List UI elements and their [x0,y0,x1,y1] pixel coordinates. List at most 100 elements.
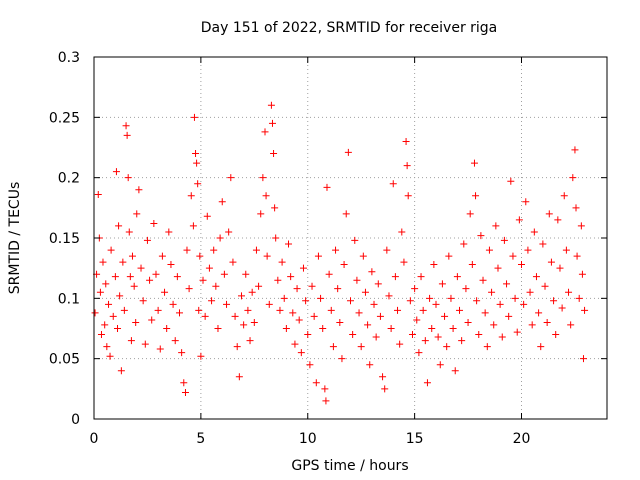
data-point [271,204,279,212]
data-point [229,258,237,266]
data-point [133,210,141,218]
data-point [526,288,534,296]
data-point [492,222,500,230]
data-point [299,264,307,272]
data-point [103,343,111,351]
data-point [349,331,357,339]
data-point [214,325,222,332]
data-point [524,246,532,254]
data-point [503,280,511,288]
data-point [456,306,464,314]
data-point [165,228,173,236]
data-point [223,300,231,308]
data-point [308,282,316,290]
data-point [319,325,327,332]
data-point [565,288,573,296]
data-point [293,285,301,293]
chart-title: Day 151 of 2022, SRMTID for receiver rig… [201,20,498,36]
data-point [304,331,312,339]
data-point [195,306,203,314]
data-point [306,361,314,369]
data-point [285,240,293,248]
data-point [128,252,136,260]
data-point [203,212,211,220]
data-point [368,268,376,276]
data-point [263,252,271,260]
data-point [150,220,158,228]
data-point [539,240,547,248]
data-point [250,318,258,326]
data-point [428,325,436,332]
data-point [353,276,361,284]
data-point [252,246,260,254]
data-point [396,340,404,348]
data-point [445,252,453,260]
data-point [385,292,393,300]
data-point [197,352,205,360]
data-point [302,297,310,305]
data-point [262,192,270,200]
data-point [376,312,384,320]
data-point [575,294,583,302]
y-tick-label: 0.1 [58,291,80,307]
data-point [122,122,130,130]
data-point [340,261,348,269]
data-point [321,385,329,393]
data-point [327,306,335,314]
data-point [152,270,160,278]
data-point [190,113,198,121]
data-point [259,174,267,182]
data-point [146,276,154,284]
axis-ticks: 0 5 10 15 20 0 0.05 0.1 0.15 0.2 0.25 0.3 [49,50,607,447]
data-point [231,312,239,320]
data-point [357,343,365,351]
data-point [99,258,107,266]
data-point [451,367,459,375]
data-point [577,222,585,230]
data-point [127,337,135,345]
data-point [372,333,380,341]
data-point [143,236,151,244]
data-point [336,318,344,326]
data-point [192,150,200,158]
data-point [141,340,149,348]
data-point [183,246,191,254]
data-point [106,352,114,360]
data-point [261,128,269,136]
data-point [366,361,374,369]
data-point [323,183,331,191]
data-point [411,285,419,293]
data-point [237,292,245,300]
data-point [344,148,352,156]
data-point [464,318,472,326]
data-point [466,210,474,218]
data-point [528,321,536,329]
data-point [148,316,156,324]
data-point [132,318,140,326]
data-point [317,294,325,302]
data-point [125,228,133,236]
data-point [404,192,412,200]
data-point [137,264,145,272]
data-point [438,280,446,288]
data-point [171,337,179,345]
data-point [547,258,555,266]
data-point [488,288,496,296]
data-point [374,280,382,288]
data-point [178,349,186,357]
data-point [447,294,455,302]
data-point [314,252,322,260]
y-tick-label: 0.15 [49,231,80,247]
data-point [242,270,250,278]
data-point [515,216,523,224]
data-point [453,273,461,281]
data-point [173,273,181,281]
data-point [413,316,421,324]
data-point [432,300,440,308]
data-point [468,261,476,269]
data-point [423,379,431,387]
data-point [240,321,248,329]
data-point [389,180,397,188]
data-point [196,252,204,260]
